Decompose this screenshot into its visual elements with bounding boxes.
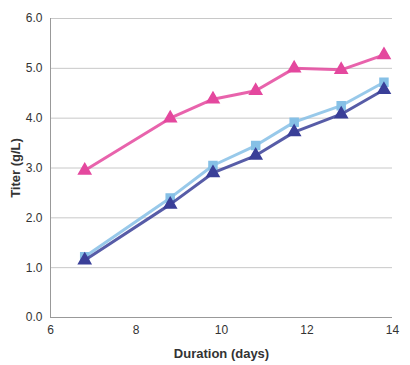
svg-text:12: 12 (300, 323, 314, 337)
svg-text:6: 6 (47, 323, 54, 337)
svg-text:Titer (g/L): Titer (g/L) (8, 138, 23, 198)
svg-text:5.0: 5.0 (26, 61, 43, 75)
svg-text:6.0: 6.0 (26, 11, 43, 25)
svg-text:0.0: 0.0 (26, 310, 43, 324)
svg-text:Duration (days): Duration (days) (174, 346, 269, 361)
svg-text:14: 14 (386, 323, 400, 337)
svg-text:1.0: 1.0 (26, 261, 43, 275)
svg-text:2.0: 2.0 (26, 211, 43, 225)
svg-text:3.0: 3.0 (26, 161, 43, 175)
svg-text:10: 10 (215, 323, 229, 337)
svg-text:4.0: 4.0 (26, 111, 43, 125)
svg-text:8: 8 (133, 323, 140, 337)
